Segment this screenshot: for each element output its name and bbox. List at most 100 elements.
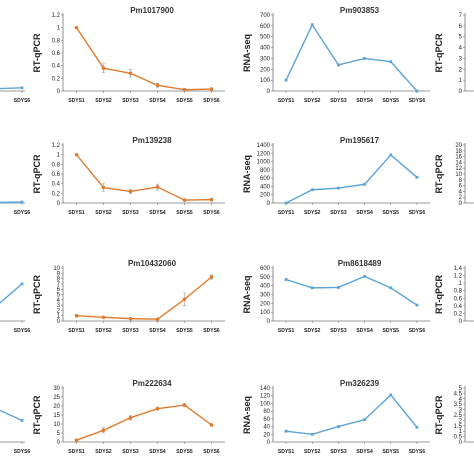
x-tick-label: SDYS2: [304, 210, 321, 216]
x-tick-label: SDYS6: [203, 328, 220, 334]
y-axis-label: RNA-seq: [242, 275, 252, 313]
y-tick-label: 25: [53, 395, 60, 401]
series-line: [0, 87, 23, 90]
x-tick-label: SDYS3: [122, 449, 139, 455]
y-tick-label: 0.2: [52, 191, 61, 197]
y-tick-label: 80: [263, 409, 270, 415]
y-axis-label: RT-qPCR: [434, 33, 444, 72]
data-point: [415, 175, 419, 179]
y-tick-label: 0.4: [52, 182, 61, 188]
data-point: [101, 66, 106, 70]
data-point: [310, 23, 314, 27]
y-axis-label: RT-qPCR: [32, 395, 42, 434]
y-tick-label: 0.5: [454, 435, 463, 441]
y-tick-label: 0: [267, 319, 271, 325]
y-tick-label: 60: [263, 417, 270, 423]
y-tick-label: 1.5: [454, 424, 463, 430]
y-tick-label: 0.6: [454, 296, 463, 302]
y-tick-label: 500: [260, 275, 271, 281]
y-tick-label: 0: [459, 201, 463, 207]
data-point: [74, 152, 79, 157]
chart-title: Pm139238: [132, 136, 172, 145]
chart-title: Pm195617: [340, 136, 380, 145]
y-tick-label: 140: [260, 386, 271, 392]
y-axis-label: RT-qPCR: [32, 275, 42, 314]
y-tick-label: 600: [260, 266, 271, 272]
x-tick-label: SDYS5: [383, 449, 400, 455]
y-tick-label: 1: [57, 153, 61, 159]
y-tick-label: 40: [263, 425, 270, 431]
y-tick-label: 6: [57, 287, 61, 293]
series-line: [76, 276, 212, 320]
y-tick-label: 0.6: [52, 172, 61, 178]
y-tick-label: 1200: [257, 151, 271, 157]
x-tick-label: SDYS1: [68, 449, 85, 455]
data-point: [389, 153, 393, 157]
y-tick-label: 20: [263, 432, 270, 438]
data-point: [155, 317, 160, 321]
y-axis-label: RNA-seq: [242, 396, 252, 434]
y-tick-label: 1000: [257, 160, 271, 166]
y-tick-label: 4: [459, 46, 463, 52]
data-point: [310, 286, 314, 290]
x-tick-label: SDYS3: [122, 98, 139, 104]
data-point: [284, 278, 288, 281]
x-tick-label: SDYS6: [409, 98, 426, 104]
y-axis-label: RT-qPCR: [434, 154, 444, 193]
data-point: [182, 297, 187, 302]
y-tick-label: 0: [57, 89, 61, 95]
y-tick-label: 0.4: [52, 64, 61, 70]
x-tick-label: SDYS5: [176, 98, 193, 104]
y-tick-label: 300: [260, 293, 271, 299]
data-point: [209, 423, 214, 427]
x-tick-label: SDYS3: [330, 328, 347, 334]
x-tick-label: SDYS1: [278, 328, 295, 334]
y-tick-label: 0: [459, 89, 463, 95]
series-line: [285, 275, 418, 306]
data-point: [182, 403, 187, 407]
y-tick-label: 4: [459, 397, 463, 403]
y-tick-label: 6: [459, 24, 463, 30]
data-point: [20, 282, 24, 286]
y-tick-label: 18: [455, 149, 462, 155]
data-point: [284, 201, 288, 205]
x-tick-label: SDYS4: [149, 98, 166, 104]
data-point: [101, 315, 106, 320]
y-tick-label: 0: [267, 440, 271, 446]
x-tick-label: SDYS4: [356, 449, 373, 455]
data-point: [74, 438, 79, 443]
y-tick-label: 100: [260, 401, 271, 407]
y-tick-label: 0: [459, 319, 463, 325]
x-tick-label: SDYS4: [149, 449, 166, 455]
y-tick-label: 120: [260, 394, 271, 400]
data-point: [415, 89, 419, 93]
series-line: [0, 283, 23, 304]
y-tick-label: 16: [455, 155, 462, 161]
data-point: [74, 313, 79, 318]
y-tick-label: 12: [455, 166, 462, 172]
y-tick-label: 500: [260, 35, 271, 41]
data-point: [209, 87, 214, 91]
x-tick-label: SDYS3: [330, 98, 347, 104]
series-line: [76, 404, 212, 441]
chart-title: Pm10432060: [128, 259, 177, 268]
panel-4: 0 1 2 3 4 5 6 7 RT-qPCR: [434, 13, 474, 95]
data-point: [155, 83, 160, 88]
x-tick-label: SDYS6: [203, 449, 220, 455]
chart-title: Pm903853: [340, 6, 380, 15]
x-tick-label: SDYS2: [304, 98, 321, 104]
y-tick-label: 100: [260, 78, 271, 84]
y-tick-label: 1.2: [52, 143, 61, 149]
y-tick-label: 300: [260, 56, 271, 62]
y-tick-label: 14: [455, 160, 462, 166]
y-tick-label: 4.5: [454, 391, 463, 397]
panel-7: 0 200 400 600 800 1000 1200 1400 RNA-seq Pm195617…: [242, 136, 430, 216]
panel-6: 0 0.2 0.4 0.6 0.8 1 1.2 RT-qPCR Pm139238 SDYS1 SDY…: [32, 136, 225, 216]
x-tick-label: SDYS2: [95, 328, 112, 334]
x-tick-label: SDYS1: [278, 210, 295, 216]
y-tick-label: 1.2: [454, 274, 463, 280]
x-tick-label: SDYS4: [149, 328, 166, 334]
y-tick-label: 10: [455, 172, 462, 178]
